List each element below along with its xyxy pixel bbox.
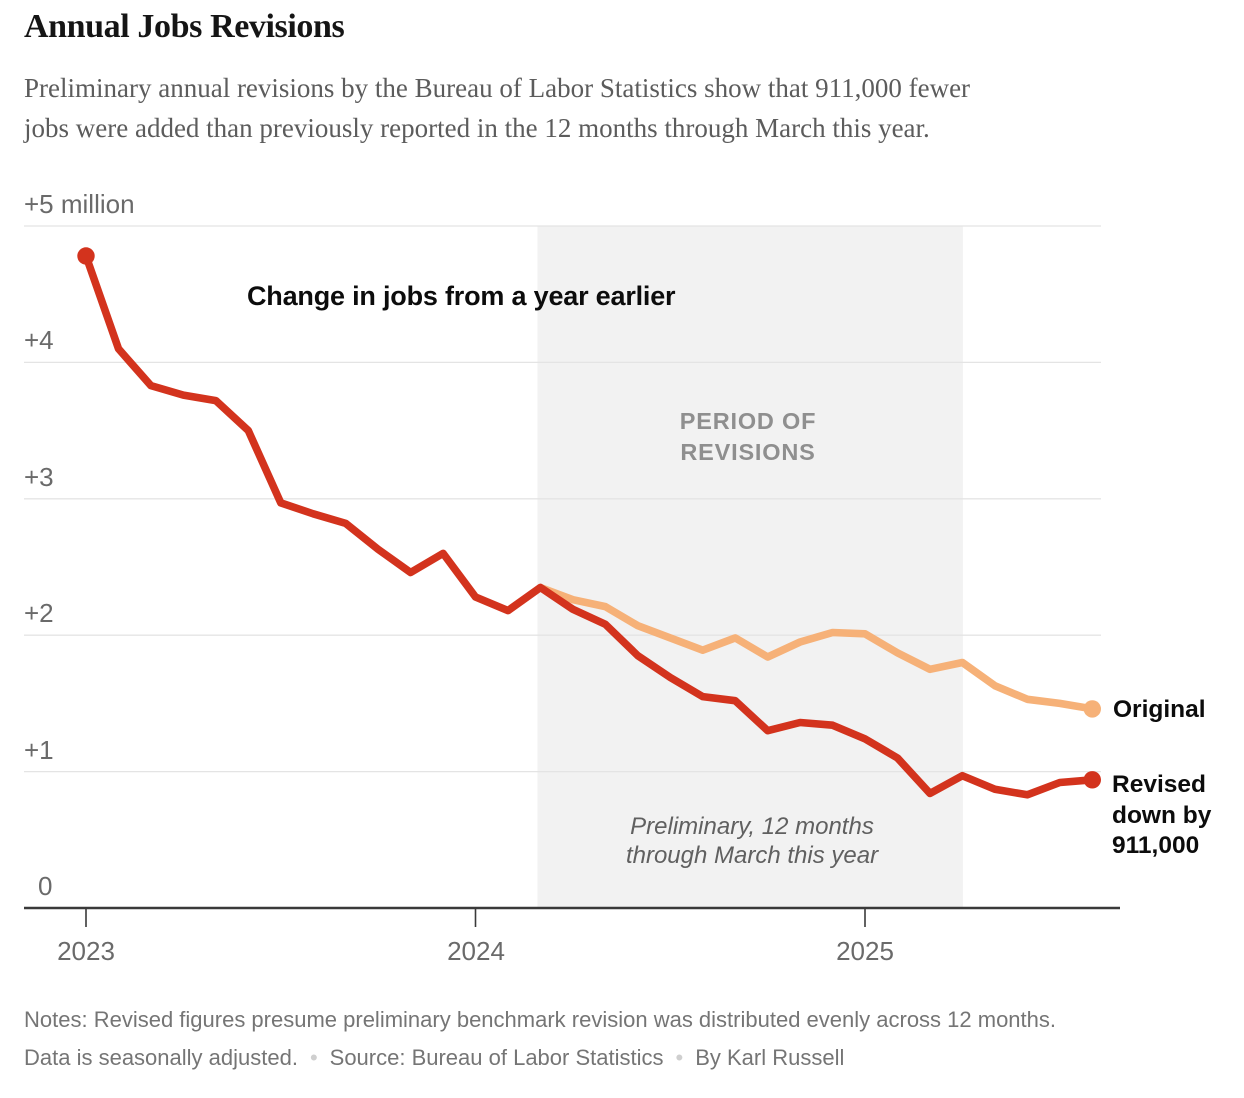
- chart-footer: Notes: Revised figures presume prelimina…: [24, 1001, 1224, 1076]
- period-of-revisions-label: PERIOD OF REVISIONS: [598, 406, 898, 468]
- x-axis-label-2024: 2024: [447, 936, 505, 966]
- y-axis-label-5m: +5 million: [24, 189, 135, 219]
- preliminary-note-line-2: through March this year: [625, 842, 879, 869]
- revised-label-line-2: down by: [1112, 801, 1212, 829]
- y-axis-label-4m: +4: [24, 325, 54, 355]
- revised-line: [82, 252, 1097, 799]
- subtitle-line-2: jobs were added than previously reported…: [24, 113, 930, 143]
- y-axis-label-1m: +1: [24, 735, 54, 765]
- end-dot-original: [1083, 700, 1102, 718]
- page-title: Annual Jobs Revisions: [24, 8, 345, 45]
- period-label-line-1: PERIOD OF: [679, 408, 817, 434]
- revised-label-line-1: Revised: [1112, 771, 1206, 798]
- chart-subtitle: Preliminary annual revisions by the Bure…: [24, 68, 1224, 148]
- footer-notes: Notes: Revised figures presume prelimina…: [24, 1007, 1057, 1032]
- preliminary-note: Preliminary, 12 months through March thi…: [552, 812, 952, 870]
- original-line: [536, 583, 1097, 713]
- chart-annotation: Change in jobs from a year earlier: [247, 281, 676, 311]
- x-axis-label-2023: 2023: [57, 936, 115, 966]
- end-dot-revised: [1083, 771, 1102, 789]
- x-axis-label-2025: 2025: [836, 936, 894, 966]
- y-axis-label-2m: +2: [24, 598, 54, 628]
- revisions-band: [537, 226, 963, 908]
- y-axis-label-0: 0: [38, 871, 53, 901]
- revised-series-label: Revised down by 911,000: [1112, 770, 1211, 862]
- start-dot-revised: [77, 247, 95, 265]
- revised-label-line-3: 911,000: [1112, 832, 1200, 859]
- period-label-line-2: REVISIONS: [680, 439, 816, 465]
- subtitle-line-1: Preliminary annual revisions by the Bure…: [24, 73, 971, 103]
- preliminary-note-line-1: Preliminary, 12 months: [630, 813, 874, 840]
- y-axis-label-3m: +3: [24, 462, 54, 492]
- footer-source: Source: Bureau of Labor Statistics: [329, 1044, 664, 1070]
- footer-adjustment-note: Data is seasonally adjusted.: [24, 1044, 298, 1070]
- bullet-separator-icon: •: [309, 1044, 318, 1070]
- original-series-label: Original: [1113, 696, 1206, 723]
- bullet-separator-icon: •: [675, 1044, 684, 1070]
- footer-byline: By Karl Russell: [695, 1044, 845, 1070]
